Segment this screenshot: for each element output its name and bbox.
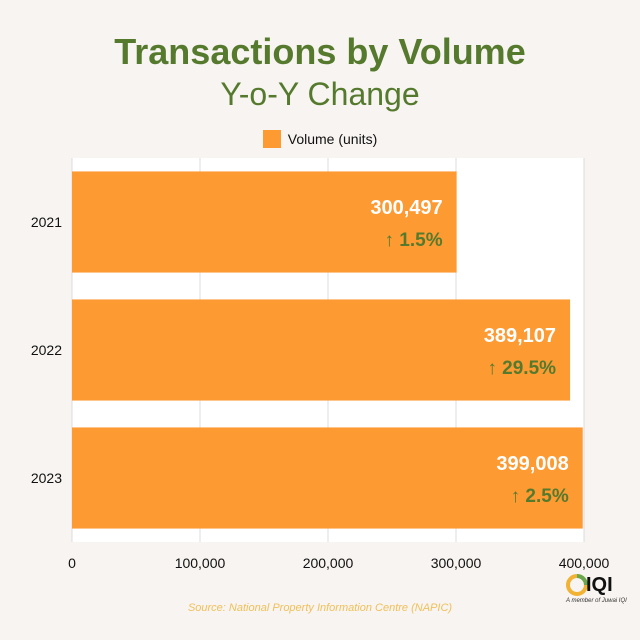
chart-subtitle: Y-o-Y Change: [220, 76, 420, 112]
logo-text: IQI: [586, 574, 613, 596]
x-tick-label: 400,000: [559, 555, 610, 571]
logo-subtext: A member of Juwai IQI: [566, 598, 627, 604]
x-tick-label: 100,000: [175, 555, 226, 571]
iqi-logo-icon: [566, 574, 588, 596]
category-label: 2021: [31, 214, 62, 230]
data-label: 399,008: [496, 453, 568, 475]
iqi-logo: IQI A member of Juwai IQI: [566, 572, 636, 612]
legend: Volume (units): [0, 130, 640, 148]
bar: [72, 171, 457, 273]
legend-label: Volume (units): [287, 131, 378, 147]
data-label: 300,497: [370, 197, 442, 219]
data-label: 389,107: [484, 325, 556, 347]
change-label: ↑ 1.5%: [385, 230, 443, 251]
legend-swatch: [262, 130, 281, 148]
category-label: 2022: [31, 342, 62, 358]
change-label: ↑ 29.5%: [487, 358, 556, 379]
chart-title: Transactions by Volume: [114, 31, 526, 72]
x-tick-label: 200,000: [303, 555, 354, 571]
x-tick-label: 300,000: [431, 555, 482, 571]
bar: [72, 299, 571, 401]
change-label: ↑ 2.5%: [511, 486, 569, 507]
x-tick-label: 0: [68, 555, 76, 571]
category-label: 2023: [31, 470, 62, 486]
source-note: Source: National Property Information Ce…: [187, 602, 453, 614]
bar: [72, 427, 583, 529]
